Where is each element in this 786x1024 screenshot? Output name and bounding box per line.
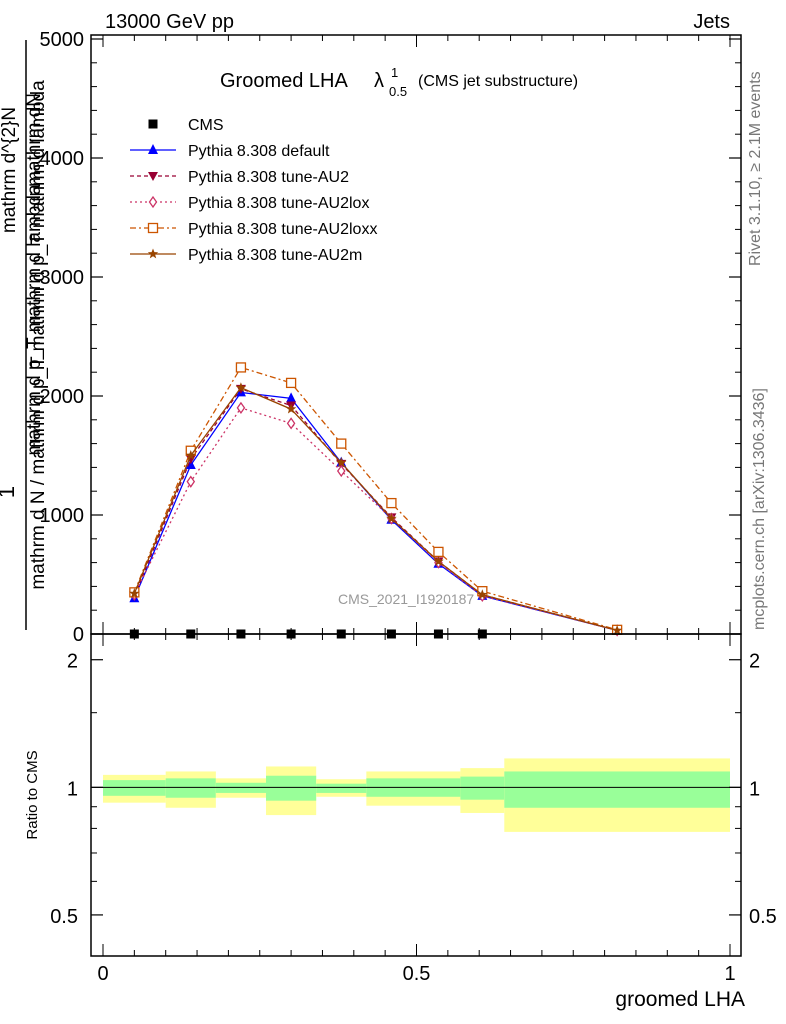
title-sub: 0.5 bbox=[389, 84, 407, 99]
x-tick-label: 0.5 bbox=[403, 963, 431, 985]
data-point-au2m-8 bbox=[611, 624, 623, 635]
legend-marker-cms bbox=[148, 119, 158, 129]
rivet-label: Rivet 3.1.10, ≥ 2.1M events bbox=[747, 71, 764, 266]
data-point-au2m-0 bbox=[129, 588, 140, 598]
title-main: Groomed LHA bbox=[220, 70, 348, 92]
data-point-au2m-5 bbox=[386, 513, 397, 523]
y-label-numerator: mathrm d^{2}N bbox=[0, 107, 20, 233]
main-y-ticks: 0 1000 2000 3000 4000 5000 bbox=[40, 29, 741, 646]
title-lambda: λ bbox=[374, 70, 384, 92]
series-line-au2lox bbox=[133, 407, 618, 632]
data-point-au2m-7 bbox=[477, 589, 488, 600]
header-energy: 13000 GeV pp bbox=[105, 11, 234, 33]
mcplots-label: mcplots.cern.ch [arXiv:1306.3436] bbox=[751, 388, 768, 630]
ratio-band-inner-3 bbox=[266, 775, 317, 801]
ratio-y-tick-label-right: 1 bbox=[749, 778, 760, 800]
x-tick-label: 0 bbox=[97, 963, 108, 985]
ratio-y-tick-label: 0.5 bbox=[50, 906, 78, 928]
title-paren: (CMS jet substructure) bbox=[418, 73, 578, 90]
header-process: Jets bbox=[693, 11, 730, 33]
legend-label-cms: CMS bbox=[188, 117, 224, 134]
data-point-au2m-6 bbox=[433, 555, 444, 566]
data-point-au2lox-1 bbox=[186, 475, 196, 488]
data-point-au2lox-2 bbox=[236, 401, 246, 415]
data-point-au2loxx-2 bbox=[235, 362, 247, 373]
y-label-denominator: mathrm d N / mathrm d p_T mathrm d p_T m… bbox=[28, 80, 49, 590]
legend-label-default: Pythia 8.308 default bbox=[188, 143, 330, 160]
data-point-au2lox-4 bbox=[336, 464, 346, 478]
data-point-default-3 bbox=[286, 392, 297, 403]
ratio-y-tick-label: 1 bbox=[67, 778, 78, 800]
y-tick-label: 5000 bbox=[40, 29, 85, 51]
plot-title: Groomed LHA λ 1 0.5 (CMS jet substructur… bbox=[220, 65, 578, 99]
legend-label-au2m: Pythia 8.308 tune-AU2m bbox=[188, 247, 362, 264]
y-label-overlay-numerator: mathrm dN bbox=[24, 93, 45, 187]
x-axis-label: groomed LHA bbox=[615, 988, 745, 1011]
data-point-au2loxx-5 bbox=[386, 497, 397, 509]
data-point-au2loxx-3 bbox=[285, 377, 297, 389]
legend-label-au2: Pythia 8.308 tune-AU2 bbox=[188, 169, 349, 186]
title-sup: 1 bbox=[391, 65, 398, 80]
ratio-band-inner-4 bbox=[316, 783, 367, 793]
analysis-watermark: CMS_2021_I1920187 bbox=[338, 591, 474, 607]
data-point-au2m-2 bbox=[235, 382, 247, 393]
data-point-au2m-3 bbox=[285, 403, 297, 414]
x-tick-label: 1 bbox=[724, 963, 735, 985]
y-tick-label: 4000 bbox=[40, 148, 85, 170]
ratio-y-tick-label-right: 0.5 bbox=[749, 906, 777, 928]
y-tick-label: 2000 bbox=[40, 386, 85, 408]
ratio-band-inner-2 bbox=[215, 782, 267, 793]
legend-label-au2loxx: Pythia 8.308 tune-AU2loxx bbox=[188, 221, 377, 238]
ratio-y-axis-label: Ratio to CMS bbox=[24, 750, 41, 839]
legend-marker-au2loxx bbox=[147, 222, 159, 234]
y-label-overlay-denominator: mathrm d p_T mathrm d lambda bbox=[24, 184, 45, 455]
data-point-au2m-1 bbox=[185, 450, 196, 460]
legend-marker-au2m bbox=[147, 248, 159, 259]
ratio-y-tick-label-right: 2 bbox=[749, 651, 760, 673]
legend-marker-au2lox bbox=[148, 195, 158, 209]
data-point-au2m-4 bbox=[336, 457, 347, 468]
ratio-band-inner-8 bbox=[504, 771, 730, 808]
data-point-au2loxx-6 bbox=[433, 546, 444, 558]
legend: CMS Pythia 8.308 default Pythia 8.308 tune… bbox=[130, 117, 377, 264]
data-point-au2lox-3 bbox=[286, 417, 296, 430]
y-label-one: 1 bbox=[0, 486, 19, 498]
ratio-bands bbox=[103, 758, 730, 832]
legend-marker-default bbox=[148, 144, 158, 154]
ratio-band-inner-0 bbox=[103, 780, 166, 796]
ratio-band-inner-1 bbox=[165, 778, 216, 798]
main-y-axis-label: 1 mathrm d^{2}N mathrm d N / mathrm d p_… bbox=[0, 40, 49, 630]
ratio-y-ticks: 0.5 0.5 1 1 2 2 bbox=[50, 651, 777, 928]
legend-marker-au2 bbox=[148, 172, 158, 181]
x-ticks: 0 0.5 1 bbox=[97, 35, 736, 985]
ratio-band-inner-7 bbox=[460, 776, 505, 800]
legend-label-au2lox: Pythia 8.308 tune-AU2lox bbox=[188, 195, 369, 212]
y-tick-label: 3000 bbox=[40, 267, 85, 289]
data-point-au2loxx-4 bbox=[336, 438, 347, 449]
y-tick-label: 0 bbox=[73, 624, 84, 646]
y-tick-label: 1000 bbox=[40, 505, 85, 527]
ratio-y-tick-label: 2 bbox=[67, 651, 78, 673]
